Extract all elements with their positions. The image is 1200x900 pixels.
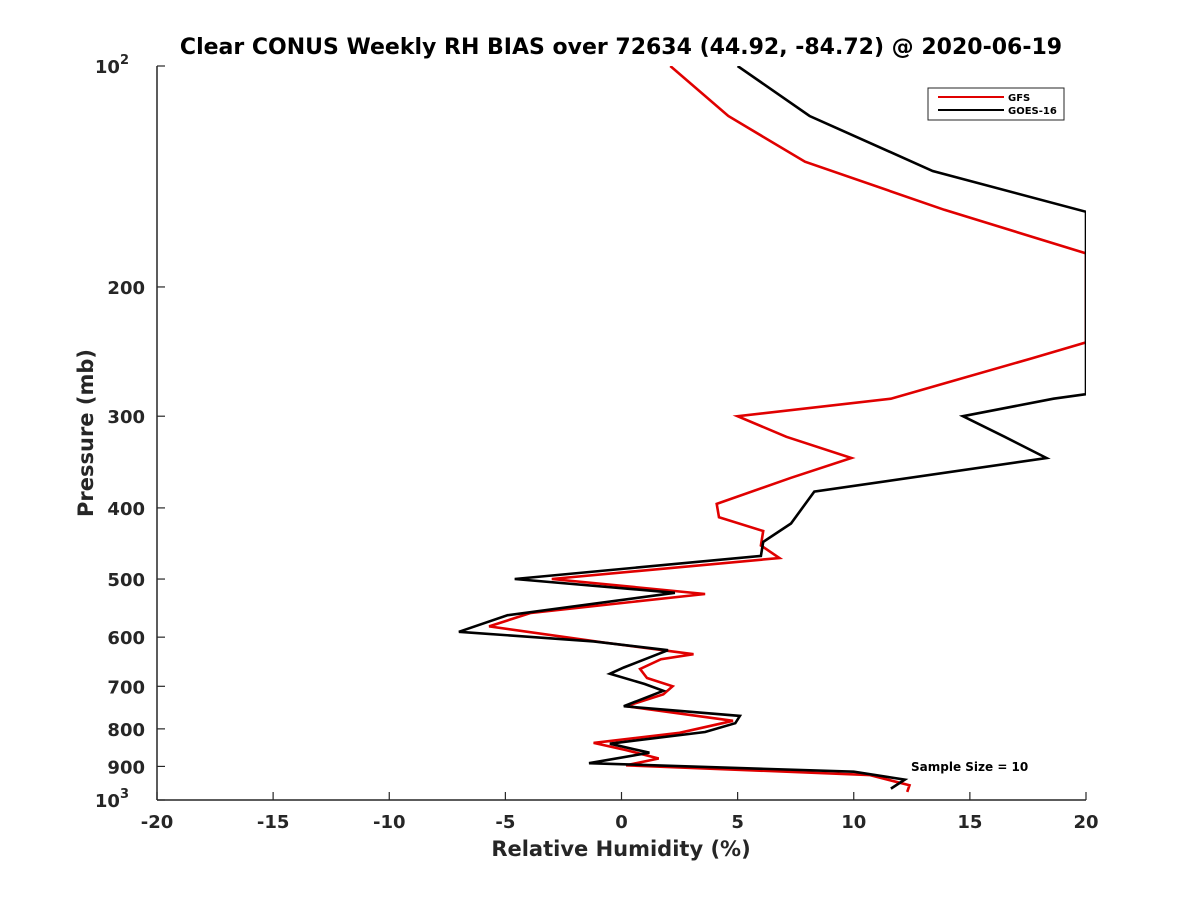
y-tick-label: 800 [107,720,145,741]
x-tick-label: 5 [731,812,744,833]
x-tick-label: -5 [495,812,515,833]
x-tick-label: 0 [615,812,628,833]
series-line-goes16 [458,66,1086,790]
y-tick-label: 300 [107,407,145,428]
sample-size-annotation: Sample Size = 10 [911,760,1028,774]
x-tick-label: 15 [957,812,982,833]
x-tick-label: -15 [257,812,290,833]
x-tick-label: 10 [841,812,866,833]
y-tick-exponent: 3 [120,787,129,802]
legend: GFS GOES-16 [927,87,1065,121]
x-tick-label: -10 [373,812,406,833]
y-tick-exponent: 2 [120,53,129,68]
legend-label-gfs: GFS [1008,93,1030,104]
y-tick-label: 500 [107,570,145,591]
y-axis-label: Pressure (mb) [74,349,98,517]
series-line-gfs [488,66,1086,793]
y-tick-base: 10 [95,791,120,812]
y-tick-label: 700 [107,677,145,698]
y-tick-label-power: 102 [95,53,129,78]
chart-title: Clear CONUS Weekly RH BIAS over 72634 (4… [180,35,1062,60]
y-tick-base: 10 [95,57,120,78]
x-ticks: -20 -15 -10 -5 0 5 10 15 20 [141,792,1099,833]
y-tick-label: 900 [107,757,145,778]
y-tick-label: 400 [107,499,145,520]
x-tick-label: 20 [1073,812,1098,833]
series-layer [458,66,1086,793]
x-tick-label: -20 [141,812,174,833]
y-tick-label-power: 103 [95,787,129,812]
legend-label-goes16: GOES-16 [1008,106,1057,117]
legend-box [927,87,1065,121]
y-tick-label: 200 [107,278,145,299]
x-axis-label: Relative Humidity (%) [491,837,750,861]
y-tick-label: 600 [107,628,145,649]
